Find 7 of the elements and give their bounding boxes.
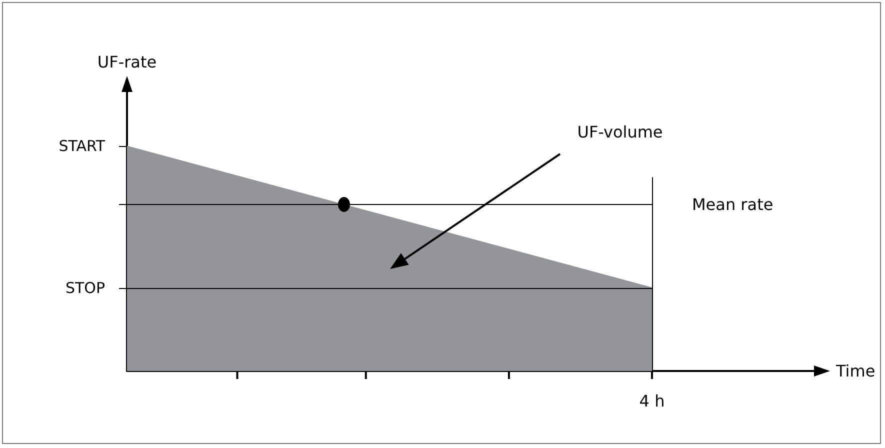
annotation: STOP <box>65 278 105 297</box>
y-axis-title: UF-rate <box>97 52 157 72</box>
annotation: START <box>58 137 106 156</box>
text: 4 h <box>639 392 665 410</box>
ref-line-label: Mean rate <box>692 195 774 214</box>
x-axis-title: Time <box>835 362 876 380</box>
text: UF-volume <box>577 122 663 142</box>
